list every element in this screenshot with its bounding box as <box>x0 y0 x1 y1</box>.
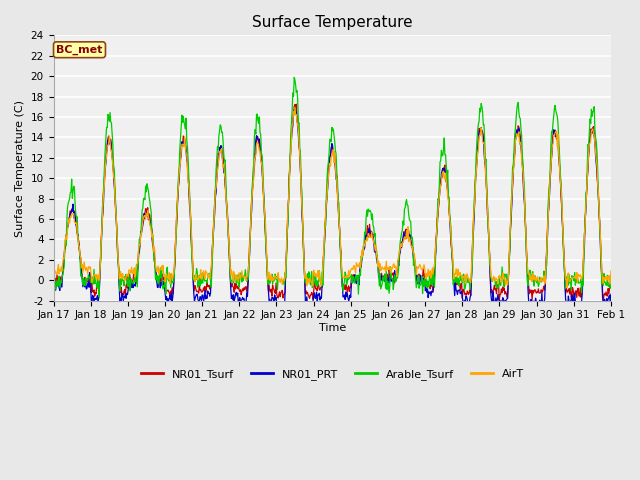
NR01_Tsurf <box>50 275 58 281</box>
Line: AirT: AirT <box>54 107 611 288</box>
Arable_Tsurf <box>84 277 92 283</box>
Arable_Tsurf <box>531 273 539 278</box>
NR01_PRT <box>275 309 282 314</box>
Line: Arable_Tsurf: Arable_Tsurf <box>54 77 611 297</box>
Text: BC_met: BC_met <box>56 45 102 55</box>
AirT <box>84 271 92 276</box>
Line: NR01_PRT: NR01_PRT <box>54 108 611 312</box>
Legend: NR01_Tsurf, NR01_PRT, Arable_Tsurf, AirT: NR01_Tsurf, NR01_PRT, Arable_Tsurf, AirT <box>136 365 528 384</box>
NR01_Tsurf <box>406 233 413 239</box>
AirT <box>473 160 481 166</box>
AirT <box>531 274 538 279</box>
NR01_Tsurf <box>473 151 481 156</box>
X-axis label: Time: Time <box>319 323 346 333</box>
NR01_Tsurf <box>600 298 607 303</box>
Arable_Tsurf <box>50 274 58 280</box>
NR01_PRT <box>607 291 615 297</box>
AirT <box>563 285 571 290</box>
Arable_Tsurf <box>375 272 383 277</box>
Arable_Tsurf <box>95 294 102 300</box>
Arable_Tsurf <box>291 74 298 80</box>
AirT <box>374 264 382 269</box>
Line: NR01_Tsurf: NR01_Tsurf <box>54 104 611 300</box>
NR01_PRT <box>50 282 58 288</box>
NR01_Tsurf <box>607 277 615 283</box>
Y-axis label: Surface Temperature (C): Surface Temperature (C) <box>15 99 25 237</box>
NR01_Tsurf <box>531 288 538 294</box>
Arable_Tsurf <box>406 218 414 224</box>
AirT <box>50 263 58 268</box>
Arable_Tsurf <box>607 279 615 285</box>
NR01_PRT <box>389 277 397 283</box>
NR01_Tsurf <box>388 272 396 277</box>
AirT <box>388 265 396 271</box>
Arable_Tsurf <box>389 287 397 292</box>
NR01_Tsurf <box>84 279 92 285</box>
AirT <box>406 234 413 240</box>
NR01_PRT <box>474 147 481 153</box>
NR01_PRT <box>84 281 92 287</box>
Title: Surface Temperature: Surface Temperature <box>252 15 413 30</box>
NR01_Tsurf <box>292 101 300 107</box>
AirT <box>291 104 299 110</box>
NR01_PRT <box>406 232 414 238</box>
Arable_Tsurf <box>474 127 481 133</box>
NR01_PRT <box>291 105 299 111</box>
NR01_Tsurf <box>374 263 382 268</box>
NR01_PRT <box>375 274 383 280</box>
NR01_PRT <box>531 300 539 306</box>
AirT <box>607 268 615 274</box>
